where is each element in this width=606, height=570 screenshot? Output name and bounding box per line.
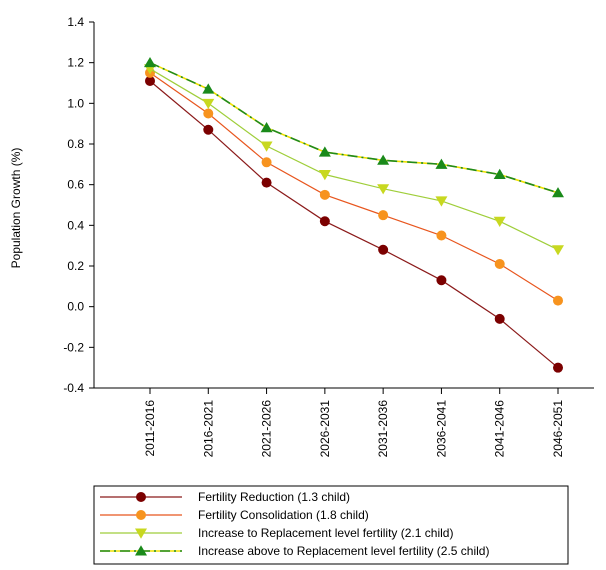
legend-item: Fertility Reduction (1.3 child) [100,490,350,504]
series-line [149,68,559,251]
y-tick-label: 1.4 [67,15,84,29]
data-point [203,124,214,135]
x-tick-label: 2036-2041 [434,400,448,458]
data-point [318,146,331,157]
plot-series [144,56,564,373]
data-point [552,187,564,198]
data-point [135,528,147,539]
legend-label: Increase above to Replacement level fert… [198,544,489,558]
data-point [435,196,448,207]
x-tick-label: 2041-2046 [493,400,507,458]
data-point [378,244,389,255]
data-point [261,177,272,188]
series-line-dash [149,61,559,194]
data-point [377,154,390,165]
data-point [260,122,273,133]
y-tick-label: 1.0 [67,96,84,110]
legend-item: Increase above to Replacement level fert… [100,544,489,558]
y-tick-label: 0.8 [67,137,84,151]
data-point [493,216,506,227]
data-point [494,313,505,324]
series-1 [145,75,563,373]
data-point [318,170,331,181]
series-4 [144,56,564,198]
y-tick-label: -0.2 [63,340,84,354]
x-tick-label: 2031-2036 [376,400,390,458]
legend-label: Fertility Reduction (1.3 child) [198,490,350,504]
data-point [553,362,563,373]
x-tick-label: 2011-2016 [143,400,157,457]
data-point [202,98,215,110]
y-tick-label: 0.0 [67,300,84,314]
data-point [436,275,447,286]
series-line [149,72,559,302]
y-tick-label: -0.4 [63,381,84,395]
data-point [136,510,146,520]
data-point [319,189,330,200]
x-axis-ticks: 2011-2016 2016-2021 2021-2026 2026-2031 2031… [143,388,565,457]
y-tick-label: 0.4 [67,218,84,232]
legend: Fertility Reduction (1.3 child) Fertility… [93,485,569,565]
data-point [436,230,447,241]
data-point [319,216,330,227]
data-point [378,210,389,221]
legend-item: Increase to Replacement level fertility … [100,526,453,540]
data-point [552,245,564,256]
data-point [435,158,448,169]
x-tick-label: 2046-2051 [551,400,565,458]
data-point [144,56,156,68]
series-line [149,80,559,369]
series-2 [145,67,563,306]
y-axis-label: Population Growth (%) [9,148,23,269]
data-point [202,83,215,94]
x-tick-label: 2026-2031 [318,400,332,458]
data-point [494,258,505,269]
y-tick-label: 1.2 [67,56,84,70]
data-point [260,141,273,152]
legend-label: Increase to Replacement level fertility … [198,526,453,540]
axes [93,22,594,389]
data-point [493,168,506,179]
data-point [261,157,272,168]
x-tick-label: 2021-2026 [260,400,274,458]
y-axis-ticks: -0.4 -0.2 0.0 0.2 0.4 0.6 0.8 1.0 1.2 1.4 [63,15,94,395]
y-tick-label: 0.2 [67,259,84,273]
data-point [553,295,563,306]
data-point [145,75,155,86]
y-tick-label: 0.6 [67,178,84,192]
data-point [136,492,146,502]
data-point [203,108,214,119]
legend-item: Fertility Consolidation (1.8 child) [100,508,369,522]
x-tick-label: 2016-2021 [201,400,215,458]
legend-label: Fertility Consolidation (1.8 child) [198,508,369,522]
data-point [377,184,390,195]
data-point [135,545,147,556]
